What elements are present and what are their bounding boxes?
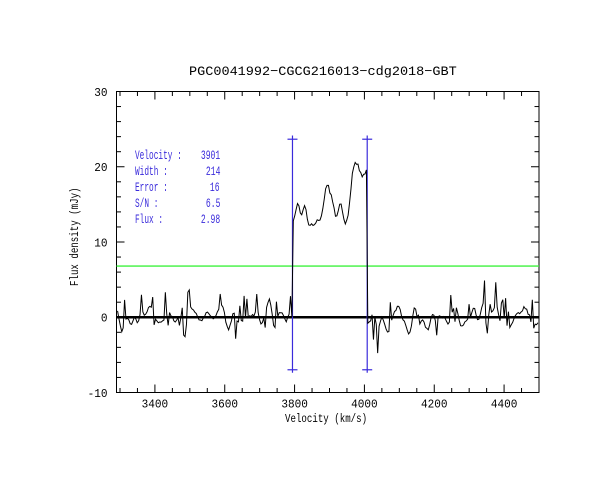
svg-text:4200: 4200 <box>421 398 448 412</box>
svg-text:4400: 4400 <box>491 398 518 412</box>
svg-text:3600: 3600 <box>211 398 238 412</box>
svg-text:3800: 3800 <box>281 398 308 412</box>
svg-text:30: 30 <box>94 86 107 100</box>
svg-text:4000: 4000 <box>351 398 378 412</box>
svg-text:0: 0 <box>101 312 108 326</box>
svg-text:3400: 3400 <box>142 398 169 412</box>
svg-text:10: 10 <box>94 236 107 250</box>
svg-text:-10: -10 <box>88 387 108 401</box>
svg-text:20: 20 <box>94 161 107 175</box>
